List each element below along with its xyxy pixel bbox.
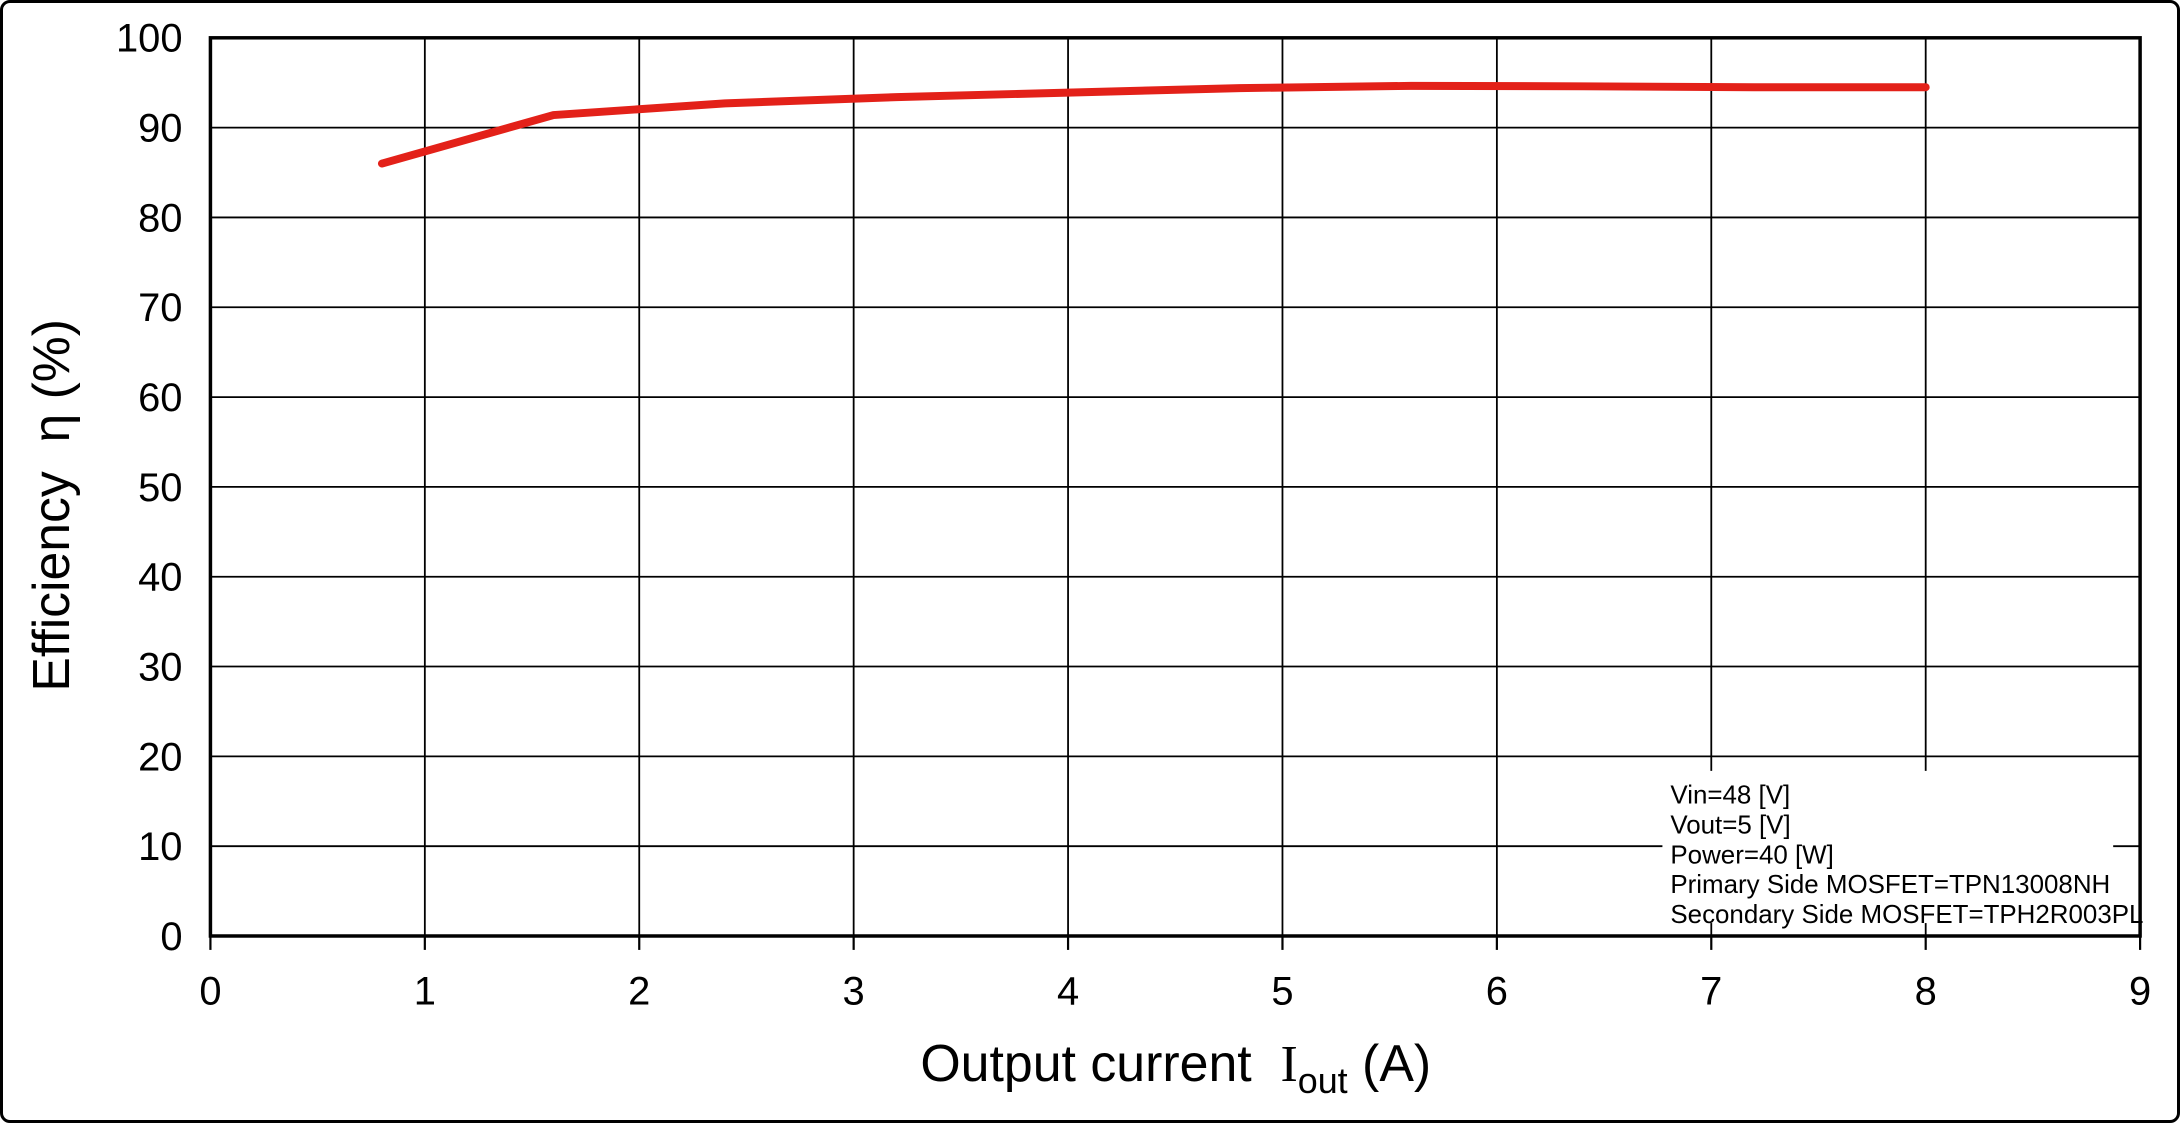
x-tick-label: 0: [199, 970, 221, 1014]
x-tick-label: 1: [414, 970, 436, 1014]
x-tick-label: 6: [1486, 970, 1508, 1014]
annotation-line: Secondary Side MOSFET=TPH2R003PL: [1670, 901, 2143, 929]
x-tick-label: 2: [628, 970, 650, 1014]
y-tick-label: 50: [138, 466, 182, 510]
x-tick-label: 3: [843, 970, 865, 1014]
plot-border: [208, 36, 2142, 938]
y-tick-label: 40: [138, 556, 182, 600]
x-axis-title: Output current Iout (A): [920, 1034, 1431, 1101]
x-tick-label: 8: [1915, 970, 1937, 1014]
annotation-line: Primary Side MOSFET=TPN13008NH: [1670, 871, 2110, 899]
x-tick-label: 9: [2129, 970, 2151, 1014]
x-tick-label: 4: [1057, 970, 1079, 1014]
y-tick-label: 20: [138, 735, 182, 779]
y-tick-label: 30: [138, 646, 182, 690]
y-tick-label: 10: [138, 825, 182, 869]
y-tick-label: 90: [138, 107, 182, 151]
y-tick-label: 60: [138, 376, 182, 420]
annotation-line: Vout=5 [V]: [1670, 812, 1790, 840]
y-tick-label: 70: [138, 286, 182, 330]
y-tick-label: 0: [160, 915, 182, 959]
annotation-line: Power=40 [W]: [1670, 841, 1833, 869]
y-axis-title: Efficiency η (%): [22, 319, 80, 692]
x-tick-label: 5: [1271, 970, 1293, 1014]
x-tick-label: 7: [1700, 970, 1722, 1014]
y-tick-label: 100: [116, 17, 183, 61]
chart-svg: Vin=48 [V]Vout=5 [V]Power=40 [W]Primary …: [22, 17, 2151, 1101]
annotation-line: Vin=48 [V]: [1670, 782, 1790, 810]
y-tick-label: 80: [138, 196, 182, 240]
annotation-background: [1662, 770, 2114, 924]
efficiency-curve: [377, 81, 1930, 168]
